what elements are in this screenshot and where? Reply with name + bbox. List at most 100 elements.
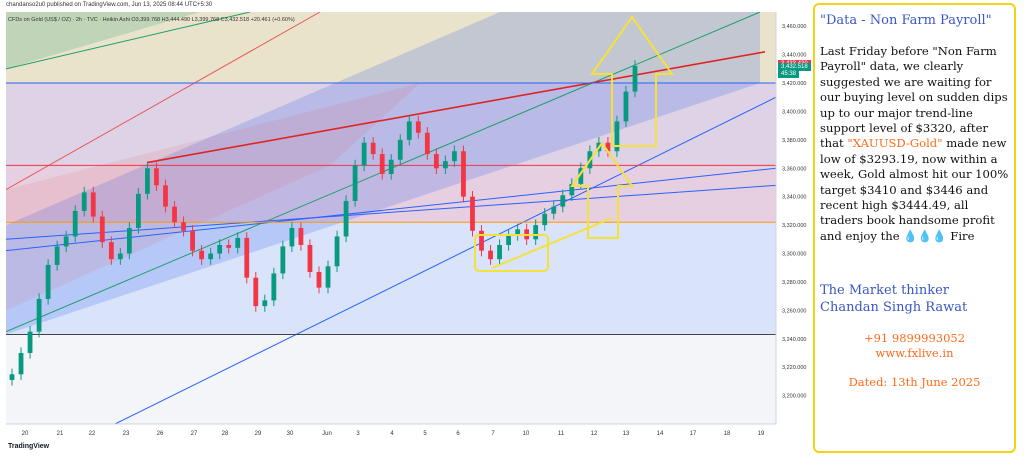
y-tick-label: 3,220.000 — [782, 365, 806, 371]
x-tick-label: 14 — [657, 431, 664, 437]
candle-body — [433, 154, 439, 169]
body-text-1: Last Friday before "Non Farm Payroll" da… — [820, 44, 1008, 151]
candle-body — [108, 242, 114, 260]
y-tick-label: 3,300.000 — [782, 252, 806, 258]
candle-body — [45, 264, 51, 299]
y-tick-label: 3,240.000 — [782, 337, 806, 343]
candle-body — [36, 298, 42, 332]
candle-body — [569, 183, 575, 196]
candle-body — [424, 132, 430, 155]
x-tick-label: Jun — [322, 431, 332, 437]
panel-body: Last Friday before "Non Farm Payroll" da… — [820, 44, 1010, 244]
price-tag-1: 3,432.518 — [778, 62, 811, 71]
candle-body — [163, 185, 168, 207]
x-tick-label: 26 — [157, 431, 164, 437]
green-channel-fill — [6, 12, 200, 69]
candle-body — [578, 168, 584, 184]
candle-body — [623, 91, 629, 122]
candle-body — [208, 253, 214, 260]
x-tick-label: 6 — [456, 431, 460, 437]
chart-canvas: 3,200.000 3,220.000 3,240.000 3,260.000 3,28… — [6, 12, 806, 437]
candle-body — [199, 250, 205, 260]
x-tick-label: 17 — [690, 431, 697, 437]
body-highlight: "XAUUSD-Gold" — [847, 136, 943, 151]
website-link[interactable]: www.fxlive.in — [875, 346, 954, 360]
candle-body — [271, 273, 277, 301]
candle-body — [18, 352, 24, 375]
candle-body — [442, 161, 448, 169]
y-tick-label: 3,440.000 — [782, 53, 806, 59]
candle-body — [154, 168, 159, 186]
candle-body — [551, 206, 557, 214]
publisher-line: chandanso2u0 published on TradingView.co… — [6, 2, 213, 8]
x-tick-label: 28 — [222, 431, 229, 437]
candle-body — [99, 216, 105, 243]
candle-body — [136, 193, 141, 228]
y-tick-label: 3,280.000 — [782, 280, 806, 286]
candle-body — [54, 246, 60, 265]
x-tick-label: 10 — [523, 431, 530, 437]
support-zone — [6, 222, 776, 335]
yellow-arrow-upper — [590, 15, 674, 147]
upper-zone — [6, 83, 776, 166]
x-tick-label: 18 — [724, 431, 731, 437]
x-tick-label: 13 — [623, 431, 630, 437]
candle-body — [470, 196, 475, 231]
y-tick-label: 3,460.000 — [782, 24, 806, 30]
x-tick-label: 3 — [356, 431, 360, 437]
body-text-2: made new low of $3293.19, now within a w… — [820, 136, 1009, 243]
candle-body — [479, 230, 484, 251]
candle-body — [452, 151, 457, 162]
candle-body — [461, 151, 466, 197]
candle-body — [506, 235, 511, 245]
candle-body — [515, 229, 521, 236]
x-tick-label: 7 — [491, 431, 495, 437]
candle-body — [117, 253, 123, 260]
candle-body — [325, 266, 331, 288]
candle-body — [63, 236, 69, 247]
x-tick-label: 20 — [22, 431, 29, 437]
candle-body — [379, 154, 385, 174]
x-tick-label: 21 — [57, 431, 64, 437]
green-channel-upper — [6, 12, 251, 70]
candle-body — [632, 65, 638, 92]
x-tick-label: 27 — [191, 431, 198, 437]
x-tick-label: 29 — [255, 431, 262, 437]
y-tick-label: 3,260.000 — [782, 308, 806, 314]
x-tick-label: 5 — [423, 431, 427, 437]
candle-body — [235, 237, 241, 248]
candle-body — [334, 236, 340, 267]
candle-body — [72, 210, 78, 237]
candle-body — [307, 244, 313, 272]
trendline-a — [6, 167, 776, 252]
yellow-arrow-lower — [570, 141, 634, 239]
candle-body — [343, 200, 349, 237]
y-tick-label: 3,380.000 — [782, 138, 806, 144]
top-zone — [6, 12, 776, 84]
signature-line-2: Chandan Singh Rawat — [820, 300, 968, 315]
x-tick-label: 23 — [123, 431, 130, 437]
candle-body — [361, 142, 367, 166]
candle-body — [388, 159, 394, 174]
y-tick-label: 3,360.000 — [782, 166, 806, 172]
candle-body — [533, 225, 539, 240]
panel-title: "Data - Non Farm Payroll" — [820, 13, 992, 28]
price-tag-2: 45:38 — [778, 69, 800, 78]
y-tick-label: 3,340.000 — [782, 195, 806, 201]
chart-area: 3,200.000 3,220.000 3,240.000 3,260.000 3,28… — [6, 2, 811, 450]
x-tick-label: 19 — [758, 431, 765, 437]
signature-line-1: The Market thinker — [820, 283, 949, 298]
candle-body — [370, 142, 376, 155]
yellow-trend-arrow — [491, 217, 613, 269]
candle-body — [298, 227, 304, 245]
x-tick-label: 30 — [287, 431, 294, 437]
analysis-panel: "Data - Non Farm Payroll" Last Friday be… — [813, 3, 1016, 453]
fire-emoji: 💧💧💧 — [903, 228, 947, 243]
candle-body — [560, 195, 566, 207]
candle-body — [316, 271, 322, 288]
x-tick-label: 22 — [89, 431, 96, 437]
candle-body — [280, 246, 286, 274]
body-text-3: Fire — [946, 228, 975, 243]
x-tick-label: 4 — [390, 431, 394, 437]
candle-body — [614, 121, 620, 152]
